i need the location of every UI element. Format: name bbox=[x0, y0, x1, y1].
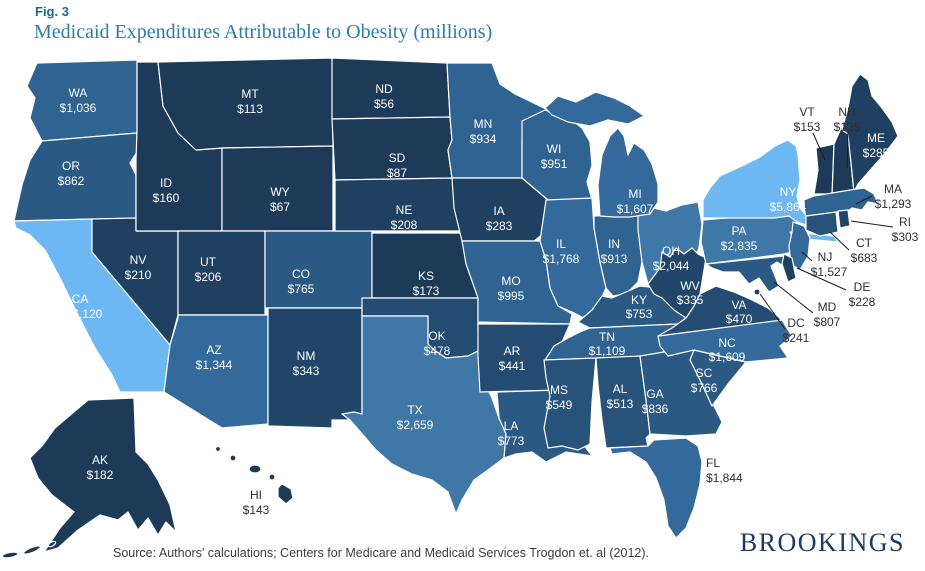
leader-line-ri bbox=[850, 220, 894, 228]
leader-line-nj bbox=[801, 251, 813, 262]
state-label-ga: GA $836 bbox=[642, 387, 669, 416]
state-shape-ak-aleutian-2 bbox=[23, 545, 41, 555]
state-label-md: MD $807 bbox=[814, 300, 841, 329]
state-shape-ak bbox=[29, 397, 177, 553]
state-label-mo: MO $995 bbox=[498, 274, 525, 303]
state-labels-inside: WA $1,036 OR $862 CA $6,120 ID $160 NV $210 U… bbox=[58, 82, 890, 482]
state-label-fl: FL $1,844 bbox=[706, 456, 743, 485]
state-label-co: CO $765 bbox=[288, 267, 315, 296]
state-label-wy: WY $67 bbox=[270, 185, 290, 214]
state-label-nj: NJ $1,527 bbox=[811, 250, 848, 279]
state-label-ma: MA $1,293 bbox=[875, 182, 912, 211]
leader-line-ma bbox=[855, 195, 873, 205]
leader-line-de bbox=[796, 267, 847, 291]
state-shape-fl bbox=[609, 437, 703, 539]
state-label-ri: RI $303 bbox=[892, 215, 919, 244]
state-shape-mi-upper bbox=[544, 91, 645, 127]
state-shape-hi-island-2 bbox=[229, 454, 237, 462]
state-shape-de bbox=[781, 253, 797, 283]
state-shape-hi-island-4 bbox=[268, 473, 276, 481]
state-label-la: LA $773 bbox=[498, 419, 525, 448]
state-label-ky: KY $753 bbox=[626, 293, 653, 321]
state-label-oh: OH $2,044 bbox=[653, 244, 690, 273]
state-label-ne: NE $208 bbox=[391, 203, 418, 232]
state-shape-tx bbox=[341, 315, 507, 515]
state-shape-vt bbox=[813, 143, 835, 197]
state-label-mt: MT $113 bbox=[237, 87, 263, 116]
state-label-nm: NM $343 bbox=[293, 349, 320, 378]
brookings-logo: BROOKINGS bbox=[739, 528, 905, 557]
state-shape-hi-island-1 bbox=[214, 445, 222, 453]
state-label-ct: CT $683 bbox=[851, 236, 878, 265]
source-note: Source: Authors' calculations; Centers f… bbox=[113, 546, 649, 560]
leader-line-ct bbox=[829, 231, 850, 251]
state-shape-ri bbox=[837, 209, 851, 229]
state-label-or: OR $862 bbox=[58, 159, 85, 188]
state-labels-outside: VT $153 NH $135 MA $1,293 RI $303 CT $683 NJ $… bbox=[243, 105, 919, 517]
state-shape-ak-aleutian-1 bbox=[1, 551, 19, 559]
figure-title: Medicaid Expenditures Attributable to Ob… bbox=[34, 21, 493, 43]
state-label-in: IN $913 bbox=[601, 237, 628, 266]
state-label-pa: PA $2,835 bbox=[721, 224, 758, 253]
state-label-ar: AR $441 bbox=[499, 344, 526, 373]
state-shape-dc bbox=[753, 288, 761, 296]
state-label-hi: HI $143 bbox=[243, 488, 270, 517]
state-label-sc: SC $766 bbox=[691, 366, 718, 395]
state-shape-ct bbox=[805, 211, 839, 237]
state-shape-hi-island-3 bbox=[248, 464, 262, 474]
state-label-id: ID $160 bbox=[153, 176, 180, 205]
state-shape-ny bbox=[702, 139, 815, 229]
state-label-me: ME $285 bbox=[863, 131, 890, 160]
state-label-tx: TX $2,659 bbox=[397, 403, 434, 432]
state-shape-nc bbox=[657, 319, 793, 363]
leader-line-md bbox=[773, 281, 814, 314]
state-label-sd: SD $87 bbox=[387, 151, 407, 180]
state-label-ut: UT $206 bbox=[195, 255, 222, 284]
state-shape-wv bbox=[647, 247, 707, 319]
figure-number: Fig. 3 bbox=[35, 4, 69, 19]
state-shape-mi-lower bbox=[597, 127, 659, 218]
state-label-ia: IA $283 bbox=[486, 204, 513, 233]
state-shape-ak-aleutian-3 bbox=[47, 540, 57, 548]
state-label-ks: KS $173 bbox=[413, 269, 440, 298]
state-label-nc: NC $1,609 bbox=[709, 336, 746, 364]
state-label-ca: CA $6,120 bbox=[66, 292, 103, 321]
state-shapes bbox=[1, 57, 899, 559]
state-label-nh: NH $135 bbox=[834, 105, 861, 134]
state-label-az: AZ $1,344 bbox=[196, 343, 233, 372]
state-shape-ut bbox=[177, 230, 266, 316]
state-label-ok: OK $478 bbox=[424, 329, 451, 358]
state-label-nd: ND $56 bbox=[374, 82, 394, 111]
state-label-ms: MS $549 bbox=[546, 383, 573, 412]
state-label-tn: TN $1,109 bbox=[589, 330, 626, 358]
leader-lines bbox=[759, 131, 894, 330]
state-label-wi: WI $951 bbox=[541, 142, 568, 171]
state-label-il: IL $1,768 bbox=[543, 237, 580, 266]
state-label-de: DE $228 bbox=[849, 280, 876, 309]
state-label-nv: NV $210 bbox=[125, 253, 152, 282]
state-label-ny: NY $5,864 bbox=[770, 185, 807, 214]
state-label-mi: MI $1,607 bbox=[617, 187, 654, 216]
leader-line-vt bbox=[812, 132, 826, 161]
state-label-ak: AK $182 bbox=[87, 453, 114, 482]
state-label-va: VA $470 bbox=[726, 298, 753, 326]
leader-line-dc bbox=[759, 293, 786, 330]
state-label-mn: MN $934 bbox=[470, 117, 497, 146]
state-shape-hi-big-island bbox=[277, 483, 294, 505]
state-label-wa: WA $1,036 bbox=[60, 86, 97, 115]
state-label-vt: VT $153 bbox=[794, 105, 821, 134]
state-label-al: AL $513 bbox=[607, 382, 634, 411]
state-label-dc: DC $241 bbox=[783, 316, 810, 345]
leader-line-nh bbox=[846, 131, 849, 169]
state-label-wv: WV $335 bbox=[677, 279, 704, 307]
state-shape-ms bbox=[543, 357, 597, 451]
state-shape-co bbox=[264, 230, 373, 309]
